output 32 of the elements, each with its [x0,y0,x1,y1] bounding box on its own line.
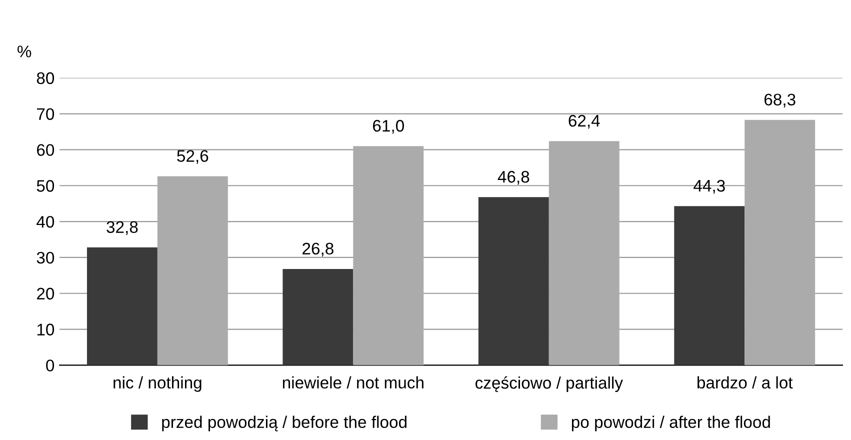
bar [674,206,745,366]
y-tick-label: 30 [36,252,54,264]
y-tick-label: 10 [37,324,54,336]
y-tick-label: 40 [36,216,54,228]
y-tick-label: 60 [37,144,54,156]
data-label: 68,3 [764,94,796,108]
bar [157,176,228,366]
y-tick-label: 0 [46,360,54,372]
data-label: 44,3 [694,180,725,194]
bar [353,146,424,366]
bar [548,141,620,366]
y-tick-label: 20 [37,288,54,300]
x-tick-label: nic / nothing [114,376,202,392]
y-tick-label: 70 [37,108,54,120]
data-label: 32,8 [106,221,138,235]
data-label: 62,4 [568,114,600,129]
legend-label: po powodzi / after the flood [572,416,770,432]
y-tick-label: 50 [36,180,54,192]
data-label: 46,8 [498,170,530,185]
data-label: 52,6 [177,150,208,164]
y-tick-label: 80 [36,72,54,84]
bar [86,247,158,366]
bar [282,268,354,366]
bar [478,197,549,366]
y-axis-title: % [18,46,32,58]
data-label: 61,0 [373,120,404,134]
data-label: 26,8 [302,242,334,257]
bar [744,120,816,366]
legend-label: przed powodzią / before the flood [162,416,406,432]
x-tick-label: niewiele / not much [282,376,424,389]
x-tick-label: bardzo / a lot [698,376,793,389]
x-tick-label: częściowo / partially [476,376,623,392]
